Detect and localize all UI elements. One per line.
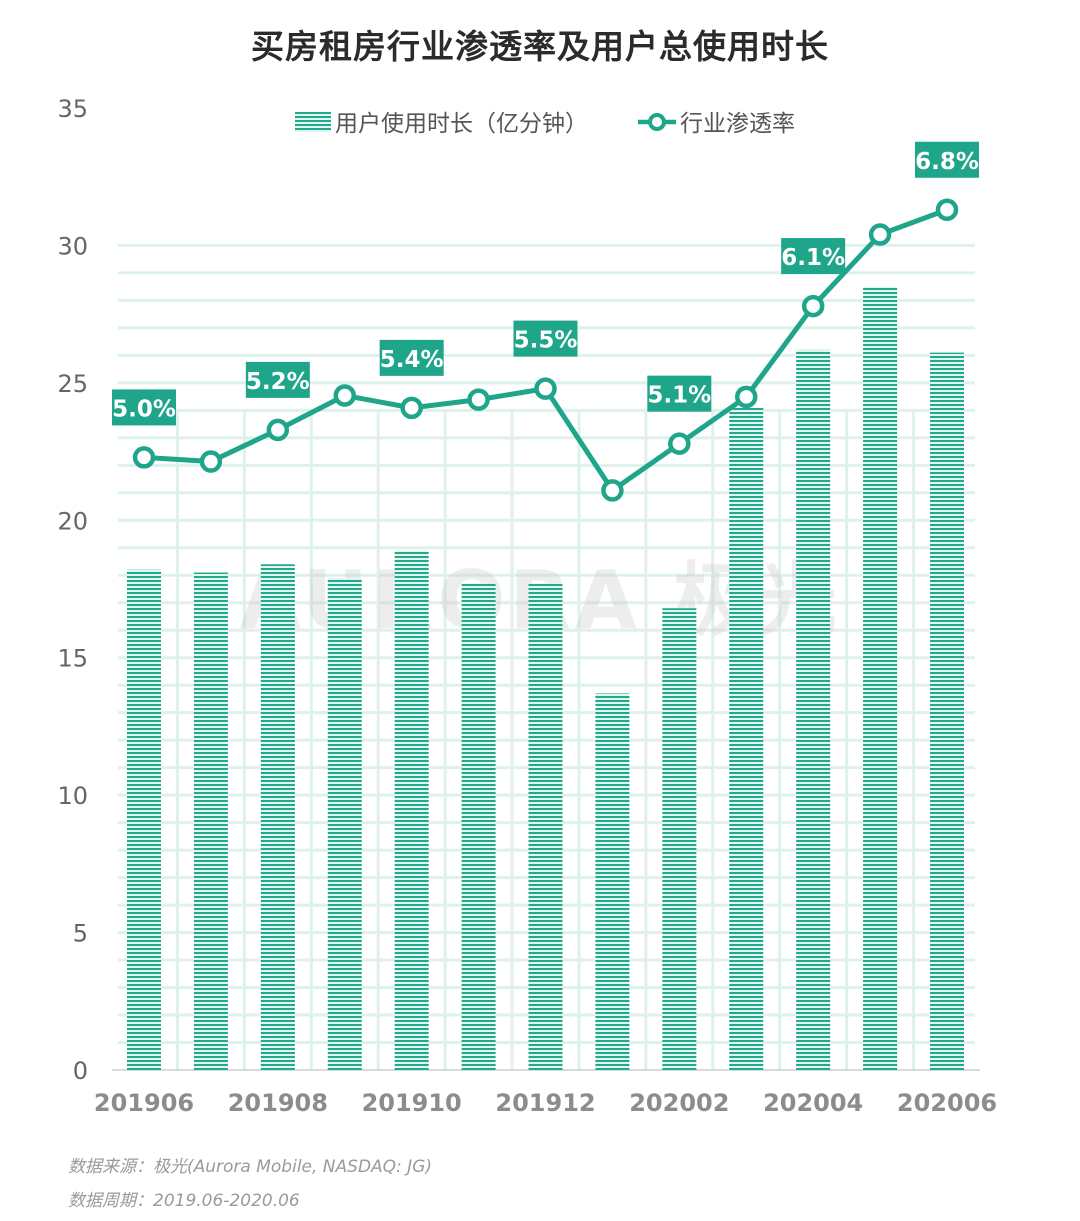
y-tick-label: 5 xyxy=(73,920,88,948)
bar xyxy=(729,407,764,1070)
y-tick-label: 15 xyxy=(57,645,88,673)
line-point xyxy=(400,396,423,420)
line-point xyxy=(534,377,557,400)
period-note: 数据周期：2019.06-2020.06 xyxy=(68,1191,300,1211)
data-label-box xyxy=(915,141,979,178)
data-label-box xyxy=(379,339,444,376)
bar xyxy=(461,583,496,1070)
data-label: 5.5% xyxy=(514,328,578,354)
data-label: 5.1% xyxy=(647,383,711,409)
legend-bar-label: 用户使用时长（亿分钟） xyxy=(335,111,588,137)
bar-series xyxy=(127,286,964,1071)
y-tick-label: 30 xyxy=(57,232,88,260)
data-label: 5.0% xyxy=(112,396,176,422)
bar xyxy=(193,572,228,1070)
y-tick-label: 20 xyxy=(57,507,88,535)
x-tick-label: 201908 xyxy=(228,1089,328,1117)
line-point xyxy=(266,418,290,442)
x-tick-label: 201906 xyxy=(94,1089,194,1117)
data-label-box xyxy=(513,320,578,357)
bar xyxy=(528,583,563,1070)
y-tick-label: 10 xyxy=(57,782,88,810)
line-point xyxy=(333,384,356,407)
line-point xyxy=(735,385,758,409)
line-point xyxy=(199,450,223,473)
x-tick-label: 202002 xyxy=(629,1089,729,1117)
line-point xyxy=(668,432,691,455)
line-point xyxy=(801,294,825,318)
line-point xyxy=(601,479,624,502)
bar xyxy=(930,352,964,1070)
legend-bar-swatch xyxy=(295,112,331,132)
x-tick-label: 202006 xyxy=(897,1089,997,1117)
data-label-box xyxy=(647,375,712,412)
y-tick-label: 0 xyxy=(73,1057,88,1085)
legend-line-label: 行业渗透率 xyxy=(680,111,795,137)
x-tick-label: 202004 xyxy=(763,1089,863,1117)
line-series: 5.0% 5.2% 5.4% 5.5% 5.1% 6.1% 6.8% xyxy=(112,141,979,502)
line-point xyxy=(467,388,490,411)
data-label-box xyxy=(112,389,176,426)
line-point xyxy=(132,446,156,469)
data-label-box xyxy=(781,238,846,275)
bar xyxy=(260,564,295,1070)
bar xyxy=(327,578,362,1070)
line-point xyxy=(868,223,892,246)
bar xyxy=(863,286,898,1071)
source-note: 数据来源：极光(Aurora Mobile, NASDAQ: JG) xyxy=(68,1157,432,1177)
data-label: 6.8% xyxy=(915,149,979,175)
bar xyxy=(394,550,429,1070)
legend: 用户使用时长（亿分钟） 行业渗透率 xyxy=(295,111,795,137)
bar xyxy=(595,693,630,1070)
line-point xyxy=(935,198,959,222)
data-label: 6.1% xyxy=(781,245,845,271)
bar xyxy=(662,608,697,1070)
x-tick-label: 201912 xyxy=(495,1089,595,1117)
x-tick-label: 201910 xyxy=(362,1089,462,1117)
legend-line-marker xyxy=(648,113,666,131)
data-label-box xyxy=(245,361,310,398)
y-axis: 0 5 10 15 20 25 30 35 xyxy=(57,95,88,1085)
bar xyxy=(127,569,161,1070)
bar xyxy=(796,349,831,1071)
y-tick-label: 35 xyxy=(57,95,88,123)
data-label: 5.4% xyxy=(380,347,444,373)
y-tick-label: 25 xyxy=(57,370,88,398)
x-axis: 201906 201908 201910 201912 202002 202004 2020… xyxy=(94,1089,997,1117)
data-label: 5.2% xyxy=(246,369,310,395)
chart-title: 买房租房行业渗透率及用户总使用时长 xyxy=(251,27,829,66)
